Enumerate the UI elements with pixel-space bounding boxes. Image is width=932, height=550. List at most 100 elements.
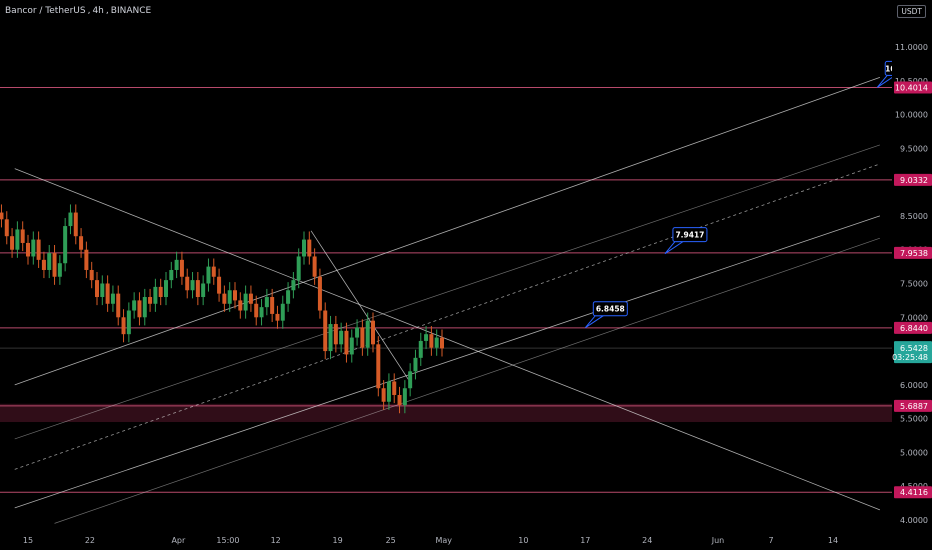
x-tick-label: 24 — [642, 536, 652, 545]
candle-body — [36, 239, 41, 260]
candle-body — [312, 256, 317, 277]
candle-body — [148, 297, 153, 304]
candle-body — [110, 293, 115, 304]
x-tick-label: 17 — [580, 536, 590, 545]
candle-body — [169, 269, 174, 281]
y-tick-label: 5.0000 — [900, 448, 928, 457]
candle-body — [47, 253, 52, 270]
candle-body — [142, 297, 147, 318]
channel-line-5 — [54, 237, 880, 524]
time-axis — [0, 532, 892, 550]
candle-body — [440, 337, 444, 349]
x-tick-label: 22 — [85, 536, 95, 545]
candle-body — [126, 310, 131, 335]
candle-body — [360, 327, 365, 348]
candle-body — [222, 293, 227, 304]
candle-body — [211, 266, 216, 277]
x-tick-label: 14 — [828, 536, 838, 545]
candle-body — [392, 381, 397, 395]
candle-body — [0, 212, 4, 220]
candle-body — [201, 283, 206, 298]
candle-body — [286, 290, 291, 304]
candle-body — [408, 371, 413, 389]
x-tick-label: 7 — [769, 536, 774, 545]
y-tick-label: 9.5000 — [900, 144, 928, 153]
level-price-label: 5.6887 — [900, 402, 928, 411]
callout-box — [672, 227, 708, 243]
currency-button[interactable]: USDT — [897, 5, 926, 18]
y-tick-label: 10.5000 — [895, 77, 928, 86]
level-price-label: 7.9538 — [900, 249, 928, 258]
y-tick-label: 5.5000 — [900, 415, 928, 424]
x-tick-label: Jun — [711, 536, 725, 545]
candle-body — [243, 293, 248, 311]
candle-body — [248, 293, 253, 304]
candle-body — [275, 313, 280, 321]
level-price-tag — [894, 399, 932, 412]
channel-median-dashed — [14, 163, 881, 470]
callout-pointer — [664, 241, 685, 255]
countdown-label: 03:25:48 — [892, 353, 928, 362]
descending-trendline — [14, 168, 881, 511]
symbol-name: Bancor / TetherUS — [5, 6, 86, 16]
candle-body — [328, 324, 333, 352]
y-tick-label: 10.0000 — [895, 111, 928, 120]
candle-body — [206, 266, 211, 284]
candle-body — [105, 283, 110, 304]
x-tick-label: 10 — [518, 536, 528, 545]
callout-box — [592, 301, 628, 317]
x-tick-label: Apr — [171, 536, 186, 545]
candle-body — [179, 259, 184, 277]
callout-pointer — [584, 315, 605, 329]
candle-body — [344, 330, 349, 355]
candle-body — [95, 280, 99, 298]
candle-body — [63, 226, 68, 264]
candle-body — [424, 334, 429, 341]
candle-body — [174, 259, 179, 270]
candle-body — [158, 286, 163, 298]
candle-body — [190, 280, 195, 291]
y-tick-label: 7.5000 — [900, 280, 928, 289]
candle-body — [429, 334, 434, 348]
candle-body — [195, 280, 200, 298]
x-tick-label: 19 — [333, 536, 343, 545]
candle-body — [20, 229, 25, 243]
candle-body — [68, 212, 73, 227]
candle-body — [386, 381, 391, 402]
candle-body — [339, 330, 344, 345]
level-price-label: 9.0332 — [900, 176, 928, 185]
wedge-upper-line — [310, 230, 409, 380]
current-price-label: 6.5428 — [900, 344, 928, 353]
candle-body — [317, 276, 322, 311]
channel-upper-line — [14, 77, 881, 386]
candle-body — [296, 256, 301, 281]
y-tick-label: 8.5000 — [900, 212, 928, 221]
x-tick-label: 25 — [386, 536, 396, 545]
candle-body — [10, 236, 15, 250]
level-price-tag — [894, 173, 932, 186]
candle-body — [397, 394, 402, 406]
candle-body — [100, 283, 105, 298]
candle-body — [57, 263, 62, 277]
candle-body — [371, 320, 375, 345]
x-tick-label: 12 — [271, 536, 281, 545]
candle-body — [26, 242, 30, 257]
candle-body — [79, 236, 84, 250]
candle-body — [73, 212, 78, 237]
candle-body — [413, 357, 418, 372]
level-price-label: 4.4116 — [900, 488, 928, 497]
candle-body — [376, 344, 381, 389]
candle-body — [137, 300, 142, 318]
level-price-tag — [894, 81, 932, 94]
y-tick-label: 6.0000 — [900, 381, 928, 390]
x-tick-label: May — [435, 536, 452, 545]
exchange: BINANCE — [110, 6, 152, 16]
candle-body — [349, 337, 354, 355]
candle-body — [280, 303, 285, 321]
candle-body — [132, 300, 137, 311]
candle-body — [381, 388, 386, 402]
level-price-tag — [894, 246, 932, 259]
candle-body — [402, 388, 407, 406]
